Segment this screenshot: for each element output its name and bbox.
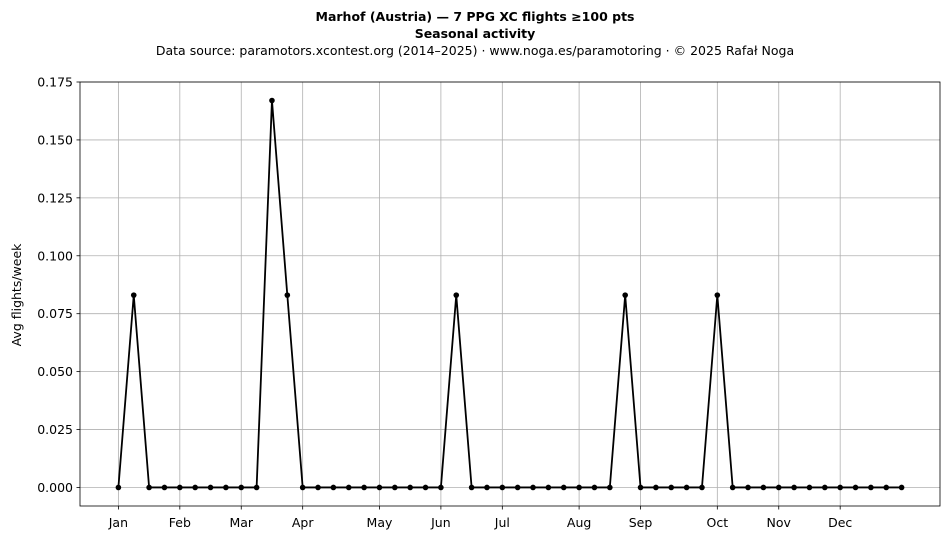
data-point bbox=[376, 484, 383, 491]
data-point bbox=[729, 484, 736, 491]
data-point bbox=[760, 484, 767, 491]
data-point bbox=[407, 484, 413, 491]
data-point bbox=[514, 484, 521, 491]
data-point bbox=[499, 484, 506, 491]
data-point bbox=[177, 484, 183, 491]
data-point bbox=[714, 292, 721, 298]
data-point bbox=[330, 484, 337, 491]
data-point bbox=[315, 484, 321, 491]
chart-source-note: Data source: paramotors.xcontest.org (20… bbox=[155, 43, 795, 58]
data-point bbox=[591, 484, 598, 491]
data-point bbox=[852, 484, 859, 491]
data-point bbox=[775, 484, 782, 491]
data-point bbox=[238, 484, 245, 491]
data-point bbox=[791, 484, 797, 491]
data-point bbox=[668, 484, 675, 491]
data-point bbox=[837, 484, 843, 491]
data-point bbox=[130, 292, 137, 298]
x-tick-label: Nov bbox=[767, 515, 792, 530]
data-point bbox=[361, 484, 367, 491]
data-point bbox=[161, 484, 168, 491]
data-point bbox=[468, 484, 475, 491]
y-tick-label: 0.025 bbox=[37, 422, 73, 437]
x-tick-label: Jan bbox=[108, 515, 128, 530]
y-tick-label: 0.125 bbox=[37, 190, 73, 205]
data-point bbox=[530, 484, 536, 491]
x-tick-label: Aug bbox=[567, 515, 591, 530]
data-point bbox=[883, 484, 890, 491]
data-point bbox=[898, 484, 905, 491]
data-point bbox=[607, 484, 613, 491]
x-tick-label: Oct bbox=[707, 515, 729, 530]
y-tick-label: 0.000 bbox=[37, 480, 73, 495]
data-point bbox=[683, 484, 690, 491]
y-tick-label: 0.050 bbox=[37, 364, 73, 379]
data-point bbox=[622, 292, 628, 298]
data-point bbox=[745, 484, 751, 491]
data-point bbox=[653, 484, 659, 491]
data-point bbox=[438, 484, 444, 491]
data-point bbox=[284, 292, 291, 298]
data-point bbox=[207, 484, 214, 491]
data-point bbox=[115, 484, 122, 491]
data-point bbox=[253, 484, 260, 491]
data-point bbox=[484, 484, 490, 491]
x-tick-label: Mar bbox=[229, 515, 253, 530]
x-tick-label: Feb bbox=[169, 515, 191, 530]
data-point bbox=[146, 484, 152, 491]
data-point bbox=[269, 97, 275, 104]
chart-title: Marhof (Austria) — 7 PPG XC flights ≥100… bbox=[315, 9, 635, 24]
data-point bbox=[699, 484, 705, 491]
data-point bbox=[545, 484, 552, 491]
data-point bbox=[223, 484, 229, 491]
x-tick-label: Dec bbox=[828, 515, 852, 530]
x-tick-label: May bbox=[367, 515, 393, 530]
data-point bbox=[299, 484, 306, 491]
data-point bbox=[192, 484, 198, 491]
plot-frame bbox=[79, 81, 941, 507]
chart-subtitle: Seasonal activity bbox=[414, 26, 536, 41]
series-line bbox=[117, 99, 902, 489]
x-tick-label: Sep bbox=[629, 515, 653, 530]
y-tick-label: 0.100 bbox=[37, 248, 73, 263]
data-point bbox=[422, 484, 429, 491]
data-point bbox=[822, 484, 828, 491]
y-tick-label: 0.150 bbox=[37, 132, 73, 147]
y-tick-label: 0.075 bbox=[37, 306, 73, 321]
data-point bbox=[806, 484, 813, 491]
data-point bbox=[868, 484, 874, 491]
data-point bbox=[576, 484, 582, 491]
data-point bbox=[637, 484, 644, 491]
y-tick-label: 0.175 bbox=[37, 75, 73, 90]
data-point bbox=[392, 484, 398, 491]
x-tick-label: Jul bbox=[494, 515, 510, 530]
x-tick-label: Apr bbox=[292, 515, 314, 530]
data-point bbox=[560, 484, 567, 491]
data-point bbox=[453, 292, 460, 298]
data-point bbox=[345, 484, 352, 491]
x-tick-label: Jun bbox=[430, 515, 451, 530]
